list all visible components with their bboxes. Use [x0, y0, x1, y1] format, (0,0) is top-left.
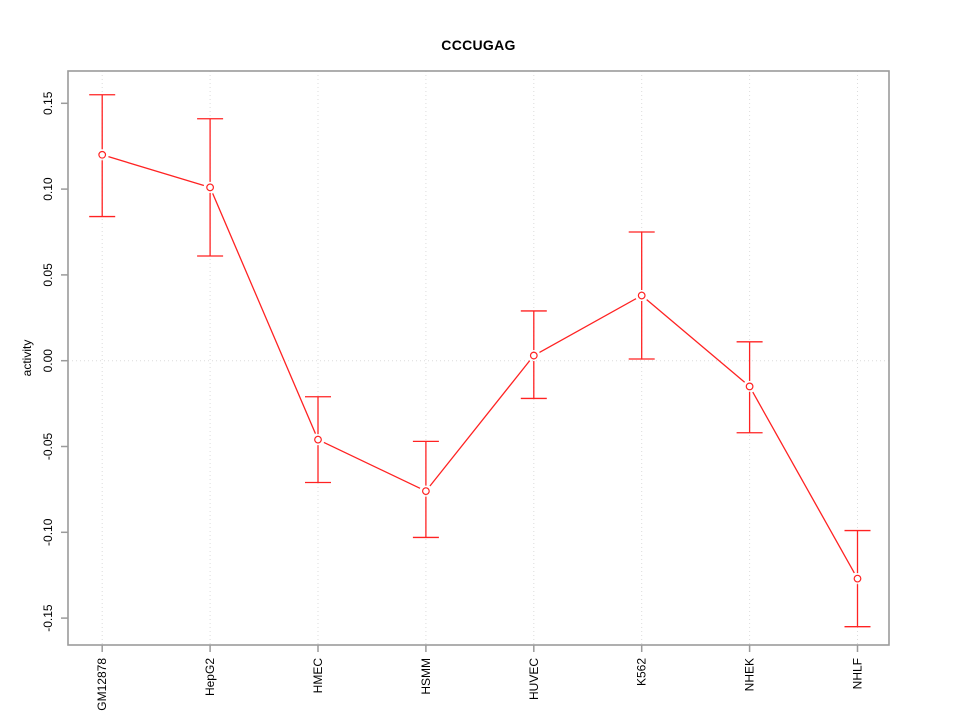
series-line-segment — [323, 441, 421, 489]
x-tick-label: GM12878 — [95, 658, 109, 711]
x-tick-label: HUVEC — [527, 658, 541, 700]
data-point — [206, 183, 215, 192]
series-line-segment — [752, 391, 855, 574]
data-point — [314, 435, 322, 444]
data-point — [529, 351, 538, 360]
x-tick-label: HMEC — [311, 658, 325, 694]
y-tick-label: 0.10 — [41, 177, 55, 201]
series-line-segment — [108, 156, 205, 187]
data-point — [853, 574, 862, 583]
y-tick-label: -0.05 — [41, 433, 55, 461]
x-tick-label: HSMM — [419, 658, 433, 695]
y-tick-label: -0.15 — [41, 604, 55, 632]
x-tick-label: NHLF — [851, 658, 865, 689]
x-tick-label: HepG2 — [203, 658, 217, 696]
plot-box — [67, 70, 890, 646]
series-line-segment — [212, 193, 317, 434]
series-line-segment — [429, 360, 531, 487]
y-tick-label: 0.05 — [41, 263, 55, 287]
data-point — [637, 291, 646, 300]
data-point — [422, 487, 430, 496]
x-tick-label: K562 — [635, 658, 649, 686]
series-line-segment — [539, 298, 637, 353]
y-tick-label: 0.15 — [41, 91, 55, 115]
y-tick-label: -0.10 — [41, 518, 55, 546]
data-point — [98, 150, 107, 159]
chart-title: CCCUGAG — [441, 37, 516, 53]
series-line-segment — [646, 299, 746, 383]
data-point — [745, 382, 754, 391]
y-tick-label: 0.00 — [41, 349, 55, 373]
x-tick-label: NHEK — [743, 658, 757, 691]
